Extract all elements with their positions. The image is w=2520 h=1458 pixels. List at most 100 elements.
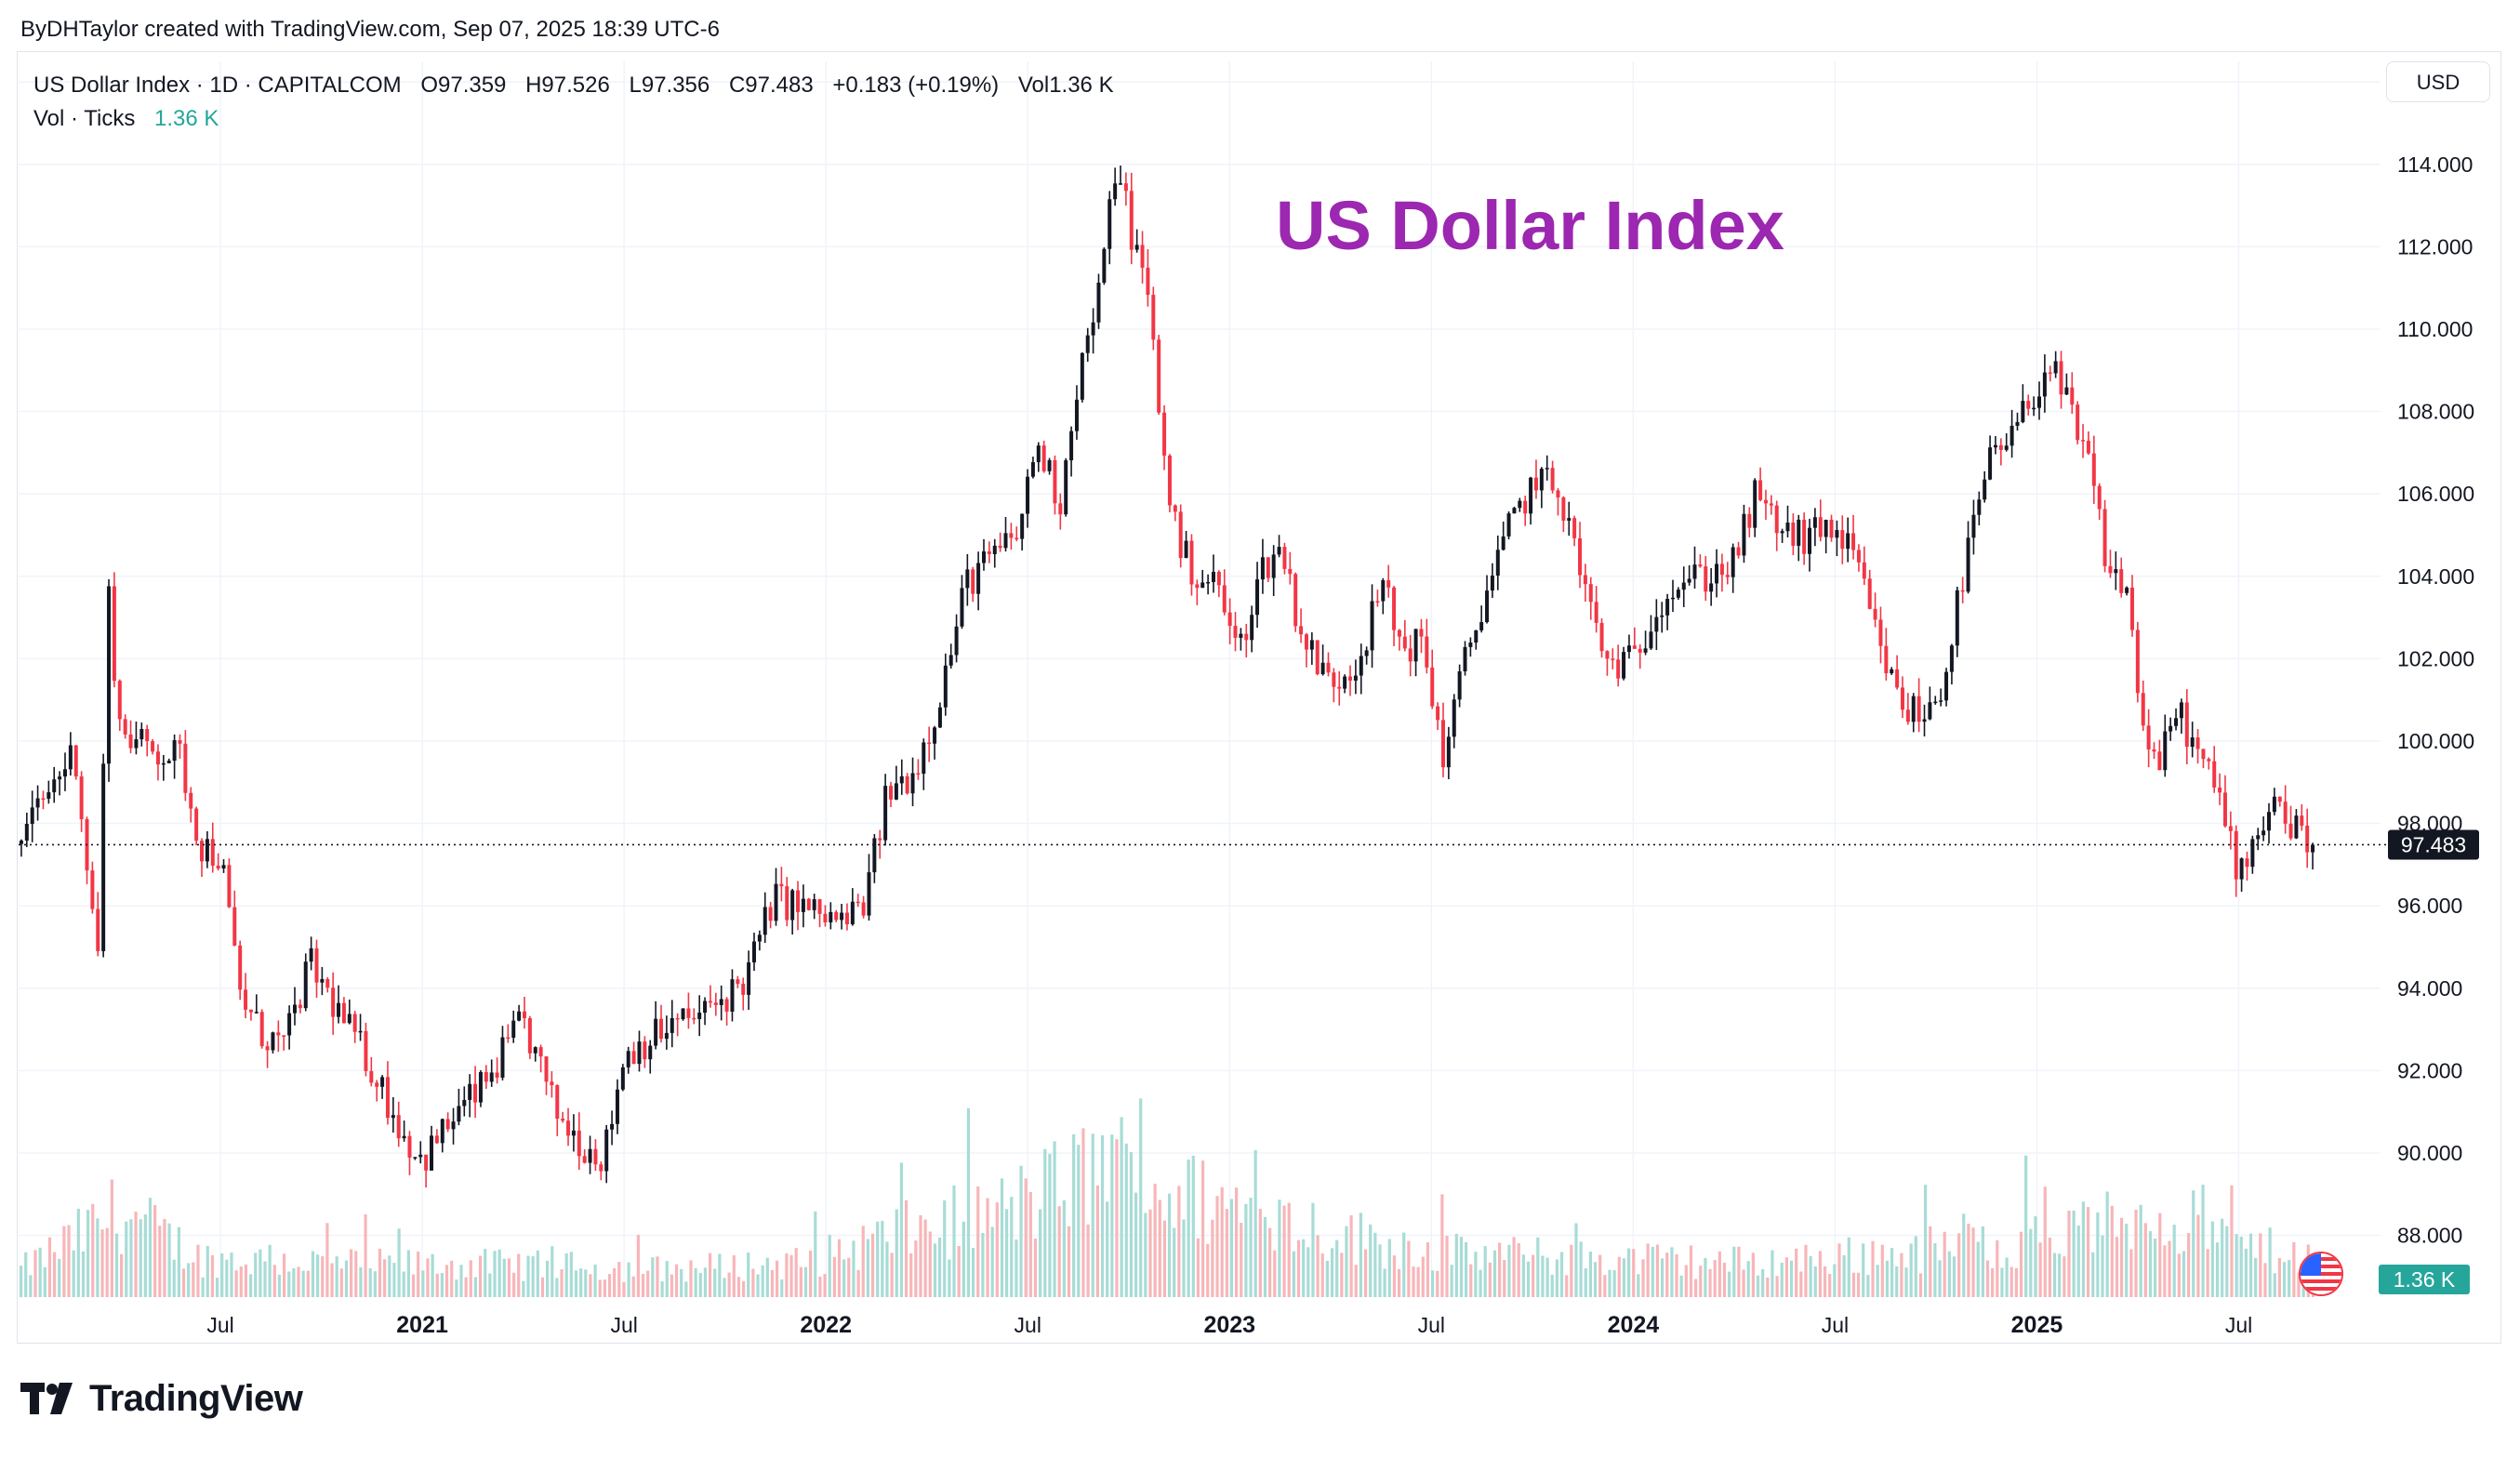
candle-body — [927, 742, 932, 744]
candle-body — [577, 1130, 581, 1157]
volume-bar — [153, 1204, 157, 1297]
candle-body — [1736, 547, 1741, 556]
volume-bar — [780, 1279, 784, 1297]
volume-bar — [761, 1265, 764, 1297]
candle-body — [806, 898, 811, 910]
candle-body — [358, 1030, 363, 1033]
candle-body — [823, 913, 828, 922]
candle-body — [101, 763, 106, 951]
volume-bar — [1684, 1265, 1688, 1297]
volume-bar — [555, 1278, 559, 1297]
volume-bar — [656, 1256, 659, 1297]
volume-bar — [574, 1270, 578, 1297]
candle-body — [495, 1072, 499, 1078]
volume-bar — [1584, 1267, 1587, 1297]
volume-bar — [928, 1231, 932, 1297]
volume-bar — [2134, 1209, 2138, 1297]
candle-body — [1178, 511, 1183, 559]
volume-bar — [2062, 1256, 2066, 1297]
candle-body — [2119, 569, 2124, 593]
volume-bar — [522, 1280, 525, 1297]
candle-body — [244, 989, 248, 1010]
volume-bar — [1134, 1192, 1138, 1297]
volume-bar — [1200, 1160, 1205, 1297]
candle-body — [1364, 650, 1369, 656]
volume-bar — [2248, 1233, 2253, 1297]
legend-volume-label[interactable]: Vol · Ticks — [33, 106, 136, 131]
volume-bar — [2182, 1251, 2186, 1297]
candle-body — [905, 775, 909, 794]
candle-body — [62, 769, 67, 777]
candle-body — [1036, 445, 1041, 463]
volume-bar — [990, 1226, 994, 1297]
candle-body — [992, 545, 997, 554]
volume-bar — [732, 1254, 736, 1297]
volume-bar — [1775, 1276, 1779, 1297]
candle-body — [1326, 662, 1331, 673]
tradingview-logo[interactable]: TradingView — [20, 1378, 303, 1420]
legend-symbol[interactable]: US Dollar Index · 1D · CAPITALCOM — [33, 73, 402, 98]
us-flag-icon[interactable] — [2299, 1252, 2343, 1296]
candle-body — [2135, 630, 2140, 694]
volume-bar — [2254, 1257, 2258, 1297]
volume-bar — [1325, 1260, 1329, 1297]
candle-body — [2288, 823, 2293, 839]
candle-body — [259, 1012, 264, 1047]
volume-bar — [1856, 1272, 1861, 1297]
volume-bar — [1062, 1200, 1066, 1297]
volume-bar — [1952, 1256, 1956, 1297]
volume-bar — [1536, 1237, 1540, 1297]
volume-bar — [1187, 1159, 1190, 1297]
volume-bar — [1335, 1239, 1339, 1297]
volume-bar — [2014, 1267, 2018, 1297]
volume-bar — [1039, 1209, 1042, 1297]
volume-bar — [814, 1211, 817, 1297]
volume-bar — [488, 1273, 492, 1297]
volume-bar — [1608, 1269, 1611, 1297]
volume-bar — [1110, 1134, 1114, 1297]
candle-body — [1113, 183, 1118, 200]
volume-bar — [1728, 1271, 1731, 1297]
candle-body — [522, 1011, 526, 1019]
candle-body — [1026, 476, 1030, 514]
volume-bar — [1086, 1224, 1090, 1297]
volume-bar — [1971, 1227, 1975, 1297]
volume-bar — [540, 1277, 545, 1297]
volume-bar — [67, 1225, 71, 1297]
candle-body — [1933, 701, 1938, 704]
last-price-tag — [2388, 829, 2479, 860]
candle-body — [527, 1018, 532, 1054]
volume-bar — [1383, 1268, 1386, 1297]
candle-body — [1211, 572, 1215, 582]
candle-body — [1873, 608, 1877, 620]
candle-body — [1436, 706, 1440, 721]
candle-body — [117, 681, 122, 720]
candle-body — [172, 740, 177, 762]
volume-bar — [627, 1262, 630, 1297]
volume-bar — [1091, 1133, 1094, 1297]
candle-body — [2234, 830, 2238, 880]
volume-bar — [239, 1266, 243, 1297]
volume-bar — [417, 1251, 420, 1297]
volume-bar — [455, 1279, 458, 1297]
volume-bar — [971, 1248, 975, 1297]
volume-bar — [1306, 1247, 1310, 1297]
candle-body — [1835, 530, 1839, 538]
volume-bar — [1632, 1249, 1636, 1297]
candle-body — [889, 786, 894, 800]
currency-button[interactable]: USD — [2386, 61, 2490, 102]
candle-body — [2042, 372, 2047, 397]
volume-bar — [2096, 1212, 2100, 1297]
volume-bar — [2105, 1191, 2109, 1297]
volume-bar — [1363, 1249, 1368, 1297]
candle-body — [396, 1115, 401, 1139]
candle-body — [1020, 513, 1025, 539]
volume-bar — [1751, 1253, 1755, 1297]
volume-bar — [1626, 1248, 1631, 1297]
candle-body — [210, 839, 215, 867]
candle-body — [24, 824, 29, 842]
volume-bar — [1704, 1257, 1707, 1297]
volume-bar — [1809, 1255, 1812, 1297]
volume-bar — [809, 1250, 813, 1297]
